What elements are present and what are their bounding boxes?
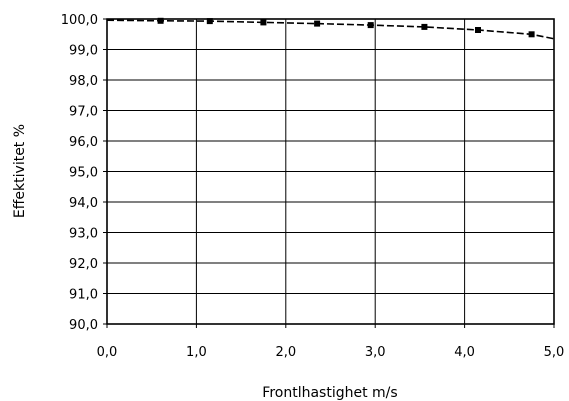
data-point — [314, 20, 321, 27]
x-axis-title: Frontlhastighet m/s — [262, 385, 397, 401]
y-tick-label: 97,0 — [69, 105, 98, 120]
y-tick-label: 94,0 — [69, 196, 98, 211]
y-tick-label: 92,0 — [69, 257, 98, 272]
y-tick-label: 91,0 — [69, 288, 98, 303]
y-axis-tick-labels: 90,0 91,0 92,0 93,0 94,0 95,0 96,0 97,0 98,0 99,0… — [61, 13, 98, 333]
y-tick-label: 96,0 — [69, 135, 98, 150]
y-tick-label: 90,0 — [69, 318, 98, 333]
x-tick-label: 5,0 — [544, 345, 565, 360]
y-tick-label: 98,0 — [69, 74, 98, 89]
data-point — [367, 22, 374, 29]
y-tick-label: 93,0 — [69, 227, 98, 242]
y-tick-label: 100,0 — [61, 13, 98, 28]
data-point — [157, 17, 164, 24]
y-tick-label: 99,0 — [69, 44, 98, 59]
x-tick-label: 4,0 — [454, 345, 475, 360]
data-point — [260, 19, 267, 26]
x-tick-label: 1,0 — [186, 345, 207, 360]
y-axis-title: Effektivitet % — [12, 124, 28, 218]
series-group — [106, 17, 555, 40]
data-point — [421, 23, 428, 30]
series-line — [106, 19, 555, 40]
x-tick-label: 3,0 — [365, 345, 386, 360]
data-point — [206, 18, 213, 25]
x-tick-label: 0,0 — [97, 345, 118, 360]
x-tick-label: 2,0 — [275, 345, 296, 360]
data-point — [475, 27, 481, 33]
y-tick-label: 95,0 — [69, 166, 98, 181]
data-point — [528, 31, 535, 38]
x-axis-tick-labels: 0,0 1,0 2,0 3,0 4,0 5,0 — [97, 345, 565, 360]
plot-frame — [106, 18, 555, 325]
